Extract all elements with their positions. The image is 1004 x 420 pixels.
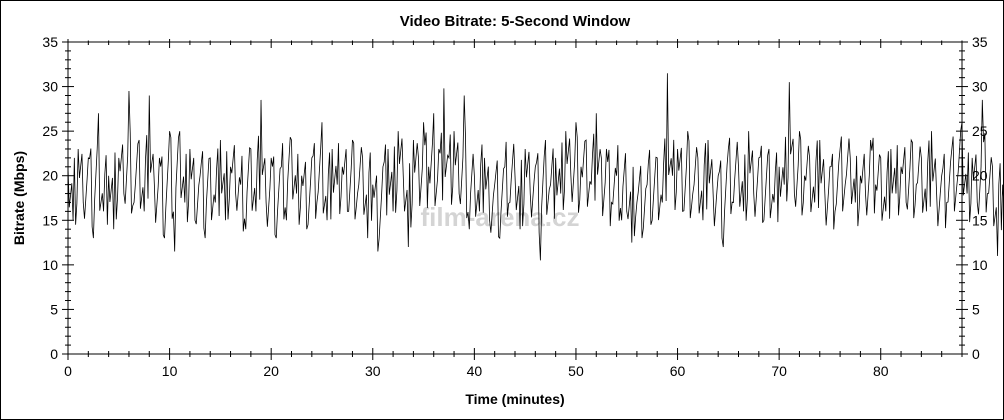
y-tick-label-right: 30 <box>972 79 988 95</box>
x-tick-label: 70 <box>771 363 787 379</box>
y-tick-label-left: 30 <box>42 79 58 95</box>
chart-title: Video Bitrate: 5-Second Window <box>400 13 631 30</box>
y-tick-label-left: 20 <box>42 168 58 184</box>
y-tick-label-left: 25 <box>42 123 58 139</box>
y-tick-label-right: 10 <box>972 257 988 273</box>
x-tick-label: 50 <box>568 363 584 379</box>
x-tick-label: 30 <box>365 363 381 379</box>
y-tick-label-right: 5 <box>972 301 980 317</box>
x-tick-label: 60 <box>670 363 686 379</box>
y-tick-label-right: 25 <box>972 123 988 139</box>
x-axis-label: Time (minutes) <box>465 391 564 407</box>
y-tick-label-right: 15 <box>972 212 988 228</box>
x-tick-label: 20 <box>263 363 279 379</box>
x-tick-label: 0 <box>64 363 72 379</box>
y-tick-label-left: 15 <box>42 212 58 228</box>
y-tick-label-left: 35 <box>42 34 58 50</box>
y-tick-label-right: 20 <box>972 168 988 184</box>
y-tick-label-right: 35 <box>972 34 988 50</box>
y-tick-label-right: 0 <box>972 346 980 362</box>
x-tick-label: 80 <box>873 363 889 379</box>
y-tick-label-left: 0 <box>50 346 58 362</box>
bitrate-series-line <box>67 73 1004 261</box>
x-tick-label: 40 <box>467 363 483 379</box>
y-axis-label: Bitrate (Mbps) <box>11 151 27 245</box>
y-tick-label-left: 10 <box>42 257 58 273</box>
x-tick-label: 10 <box>162 363 178 379</box>
y-tick-label-left: 5 <box>50 301 58 317</box>
